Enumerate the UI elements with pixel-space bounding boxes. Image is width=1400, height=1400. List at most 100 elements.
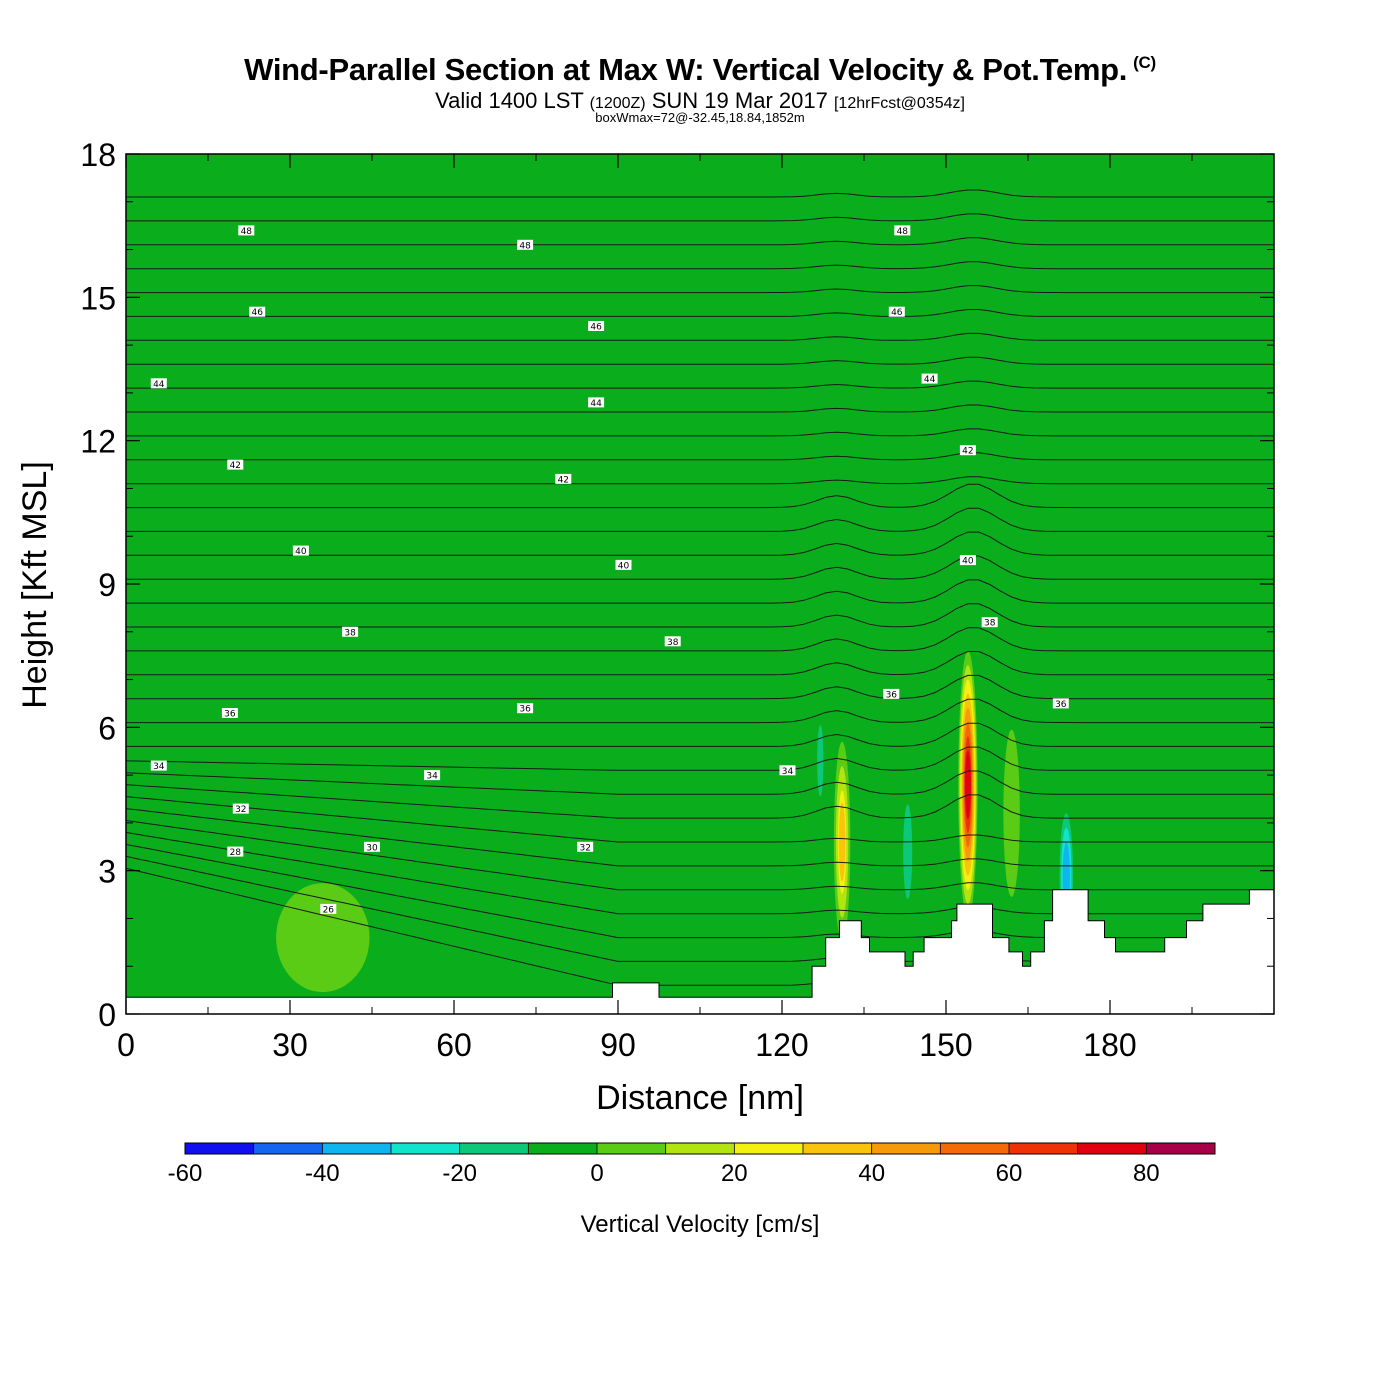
theta-label-34: 34 <box>424 770 441 782</box>
theta-label-box <box>517 239 534 250</box>
theta-label-box <box>238 225 255 236</box>
w-feature-3 <box>900 779 915 924</box>
theta-contour-line <box>126 428 1274 437</box>
colorbar-label: Vertical Velocity [cm/s] <box>581 1211 820 1238</box>
theta-label-40: 40 <box>615 559 632 571</box>
theta-label-48: 48 <box>238 225 255 237</box>
y-axis-label: Height [Kft MSL] <box>16 461 54 709</box>
theta-label-44: 44 <box>921 373 938 385</box>
theta-label-box <box>150 378 167 389</box>
theta-contour-line <box>126 452 1274 461</box>
theta-label-box <box>227 459 244 470</box>
subtitle-utc: (1200Z) <box>589 95 646 112</box>
x-tick-label: 150 <box>919 1027 972 1063</box>
theta-label-text: 46 <box>891 308 903 318</box>
theta-label-36: 36 <box>221 708 238 720</box>
theta-label-36: 36 <box>883 688 900 700</box>
theta-label-36: 36 <box>517 703 534 715</box>
y-tick-label: 15 <box>80 280 116 316</box>
y-tick-label: 18 <box>80 137 116 173</box>
theta-label-26: 26 <box>320 903 337 915</box>
theta-label-42: 42 <box>227 459 244 471</box>
theta-contour-line <box>126 579 1274 604</box>
w-feature-0 <box>958 650 978 919</box>
theta-label-38: 38 <box>981 617 998 629</box>
theta-label-box <box>249 306 266 317</box>
theta-label-text: 44 <box>924 375 936 385</box>
theta-contour-line <box>126 674 1274 700</box>
theta-contour-line <box>126 237 1274 246</box>
plot-background <box>126 154 1274 1014</box>
theta-label-text: 44 <box>153 380 165 390</box>
theta-label-box <box>577 841 594 852</box>
theta-label-box <box>921 373 938 384</box>
theta-label-box <box>320 903 337 914</box>
colorbar-swatch <box>871 1143 941 1154</box>
theta-label-text: 34 <box>153 762 165 772</box>
colorbar-tick-label: -60 <box>168 1160 203 1187</box>
y-tick-label: 0 <box>98 997 116 1033</box>
colorbar-swatch <box>459 1143 529 1154</box>
x-tick-label: 90 <box>600 1027 636 1063</box>
theta-label-box <box>894 225 911 236</box>
y-tick-label: 9 <box>98 567 116 603</box>
theta-contour-line <box>126 746 1274 771</box>
theta-label-text: 36 <box>519 705 531 715</box>
theta-label-28: 28 <box>227 846 244 858</box>
terrain-profile <box>126 889 1274 1014</box>
colorbar-swatch <box>1146 1143 1216 1154</box>
theta-label-text: 38 <box>344 628 356 638</box>
colorbar-swatch <box>253 1143 323 1154</box>
theta-label-32: 32 <box>232 803 249 815</box>
theta-label-48: 48 <box>517 239 534 251</box>
theta-contour-line <box>126 531 1274 556</box>
theta-label-text: 44 <box>590 399 602 409</box>
theta-label-text: 28 <box>230 848 242 858</box>
theta-label-text: 46 <box>590 323 602 333</box>
theta-contour-line <box>126 796 1274 843</box>
subtitle-date: SUN 19 Mar 2017 <box>651 88 828 113</box>
terrain-layer <box>126 889 1274 1014</box>
w-feature-7 <box>276 883 370 993</box>
theta-label-44: 44 <box>150 378 167 390</box>
theta-label-box <box>227 846 244 857</box>
theta-label-box <box>888 306 905 317</box>
colorbar-tick-label: 0 <box>590 1160 603 1187</box>
chart-box-wmax: boxWmax=72@-32.45,18.84,1852m <box>595 110 805 125</box>
theta-label-48: 48 <box>894 225 911 237</box>
theta-contour-line <box>126 404 1274 413</box>
theta-label-38: 38 <box>664 636 681 648</box>
colorbar-tick-label: 80 <box>1133 1160 1160 1187</box>
w-feature-1 <box>833 741 851 943</box>
theta-label-box <box>959 555 976 566</box>
theta-label-36: 36 <box>1052 698 1069 710</box>
theta-label-46: 46 <box>888 306 905 318</box>
theta-label-box <box>150 760 167 771</box>
theta-label-46: 46 <box>588 321 605 333</box>
theta-label-text: 42 <box>962 447 973 457</box>
theta-label-text: 48 <box>897 227 909 237</box>
theta-contour-line <box>126 476 1274 485</box>
theta-label-box <box>779 765 796 776</box>
y-tick-label: 6 <box>98 710 116 746</box>
theta-label-text: 36 <box>1055 700 1067 710</box>
x-tick-label: 0 <box>117 1027 135 1063</box>
theta-contour-line <box>126 555 1274 580</box>
theta-label-box <box>232 803 249 814</box>
theta-contour-labels: 48 48 48 46 46 46 44 44 44 42 42 42 40 40 40 38 38 38 36 36… <box>150 225 1069 915</box>
copyright-mark: (C) <box>1133 53 1156 72</box>
w-feature-4 <box>814 698 826 823</box>
theta-contour-line <box>126 309 1274 317</box>
theta-contour-line <box>126 651 1274 676</box>
x-tick-label: 180 <box>1083 1027 1136 1063</box>
w-feature-5 <box>1187 720 1208 840</box>
theta-contour-line <box>126 285 1274 294</box>
theta-contour-line <box>126 483 1274 509</box>
theta-label-box <box>615 559 632 570</box>
theta-label-box <box>555 473 572 484</box>
w-contour-fill <box>276 883 370 993</box>
theta-label-text: 32 <box>579 843 590 853</box>
w-contour-fill <box>904 816 911 887</box>
